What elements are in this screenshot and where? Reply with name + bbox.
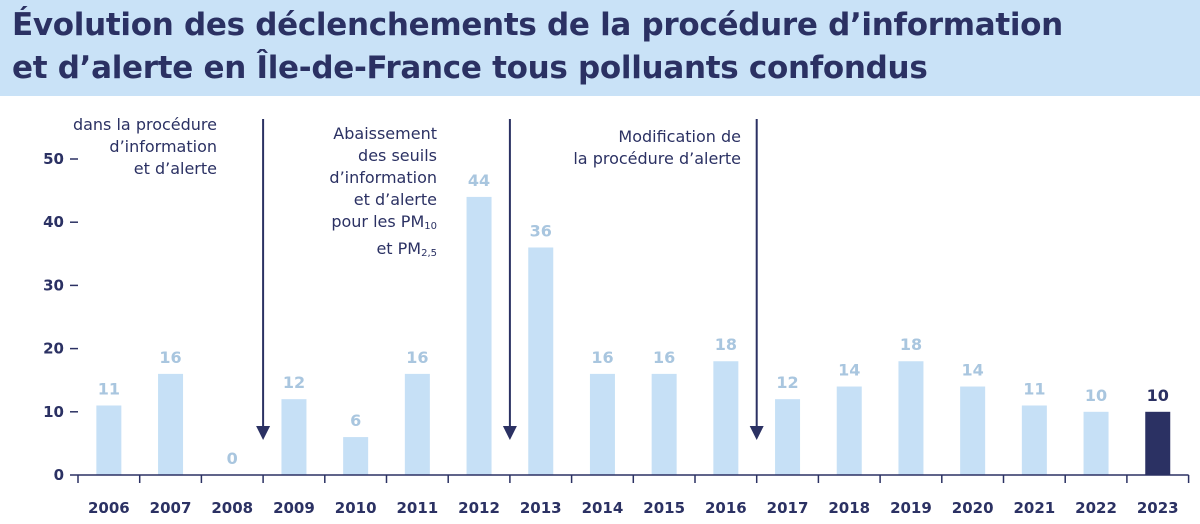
x-tick-label: 2015 <box>643 499 685 517</box>
value-label: 16 <box>653 348 675 367</box>
bar <box>898 361 924 475</box>
x-tick-label: 2018 <box>828 499 870 517</box>
annotation-2008: dans la procédure d’information et d’ale… <box>73 114 217 180</box>
value-label: 16 <box>406 348 428 367</box>
bar <box>589 373 615 475</box>
annotation-2016: Modification de la procédure d’alerte <box>573 126 741 170</box>
title-banner <box>0 0 1200 96</box>
bar <box>651 373 677 475</box>
title-line-1: Évolution des déclenchements de la procé… <box>12 7 1063 43</box>
annotation-2008-line: et d’alerte <box>133 159 217 178</box>
event-arrow-head <box>749 426 764 440</box>
event-arrow-head <box>502 426 517 440</box>
value-label: 0 <box>227 449 238 468</box>
y-tick-label: 20 <box>43 340 64 358</box>
y-tick-label: 40 <box>43 213 64 231</box>
annotation-2012-pm25-line: et PM2,5 <box>329 238 437 265</box>
value-label: 14 <box>962 361 984 380</box>
annotation-2008-line: d’information <box>109 137 217 156</box>
bar <box>960 386 986 475</box>
annotation-2012-line: des seuils <box>358 146 437 165</box>
event-arrow-head <box>256 426 271 440</box>
x-tick-label: 2020 <box>952 499 994 517</box>
pm10-subscript: 10 <box>424 221 437 232</box>
bar <box>343 437 369 475</box>
annotation-2012-line: Abaissement <box>333 124 437 143</box>
bar <box>158 373 184 475</box>
y-tick-label: 50 <box>43 150 64 168</box>
bar <box>281 399 307 475</box>
value-label: 16 <box>159 348 181 367</box>
value-label: 10 <box>1085 386 1107 405</box>
value-label: 18 <box>715 335 737 354</box>
y-tick-label: 30 <box>43 276 64 294</box>
value-label: 18 <box>900 335 922 354</box>
value-label: 16 <box>591 348 613 367</box>
annotation-2012-line: d’information <box>329 168 437 187</box>
annotation-2012-line: et d’alerte <box>353 190 437 209</box>
y-tick-label: 10 <box>43 403 64 421</box>
value-label: 11 <box>98 379 120 398</box>
value-label: 6 <box>350 411 361 430</box>
x-tick-label: 2014 <box>582 499 624 517</box>
pm25-subscript: 2,5 <box>421 248 437 259</box>
bar <box>836 386 862 475</box>
x-tick-label: 2017 <box>767 499 809 517</box>
title-line-2: et d’alerte en Île-de-France tous pollua… <box>12 50 928 86</box>
bar <box>96 405 122 475</box>
annotation-2008-line: dans la procédure <box>72 115 217 134</box>
value-label: 12 <box>776 373 798 392</box>
pm10-text: pour les PM <box>331 212 425 231</box>
x-tick-label: 2021 <box>1013 499 1055 517</box>
y-tick-label: 0 <box>54 466 64 484</box>
value-label: 36 <box>530 221 552 240</box>
bar <box>528 247 554 475</box>
x-tick-label: 2006 <box>88 499 130 517</box>
value-label: 12 <box>283 373 305 392</box>
value-label: 44 <box>468 171 490 190</box>
x-tick-label: 2022 <box>1075 499 1117 517</box>
pm25-text: et PM <box>376 239 422 258</box>
bar <box>1145 411 1171 475</box>
bar <box>1083 411 1109 475</box>
chart-title: Évolution des déclenchements de la procé… <box>12 4 1192 90</box>
x-tick-label: 2007 <box>150 499 192 517</box>
value-label: 10 <box>1147 386 1169 405</box>
x-tick-label: 2023 <box>1137 499 1179 517</box>
x-tick-label: 2016 <box>705 499 747 517</box>
bar <box>775 399 801 475</box>
x-tick-label: 2013 <box>520 499 562 517</box>
x-tick-label: 2009 <box>273 499 315 517</box>
x-tick-label: 2008 <box>211 499 253 517</box>
bar <box>713 361 739 475</box>
x-tick-label: 2010 <box>335 499 377 517</box>
value-label: 11 <box>1023 379 1045 398</box>
annotation-2012: Abaissement des seuils d’information et … <box>329 123 437 265</box>
x-tick-label: 2019 <box>890 499 932 517</box>
bar <box>466 196 492 476</box>
x-tick-label: 2011 <box>396 499 438 517</box>
annotation-2016-line: la procédure d’alerte <box>573 149 741 168</box>
bar <box>404 373 430 475</box>
annotation-2016-line: Modification de <box>618 127 741 146</box>
annotation-2012-pm10-line: pour les PM10 <box>329 211 437 238</box>
x-tick-label: 2012 <box>458 499 500 517</box>
bar <box>1021 405 1047 475</box>
value-label: 14 <box>838 361 860 380</box>
